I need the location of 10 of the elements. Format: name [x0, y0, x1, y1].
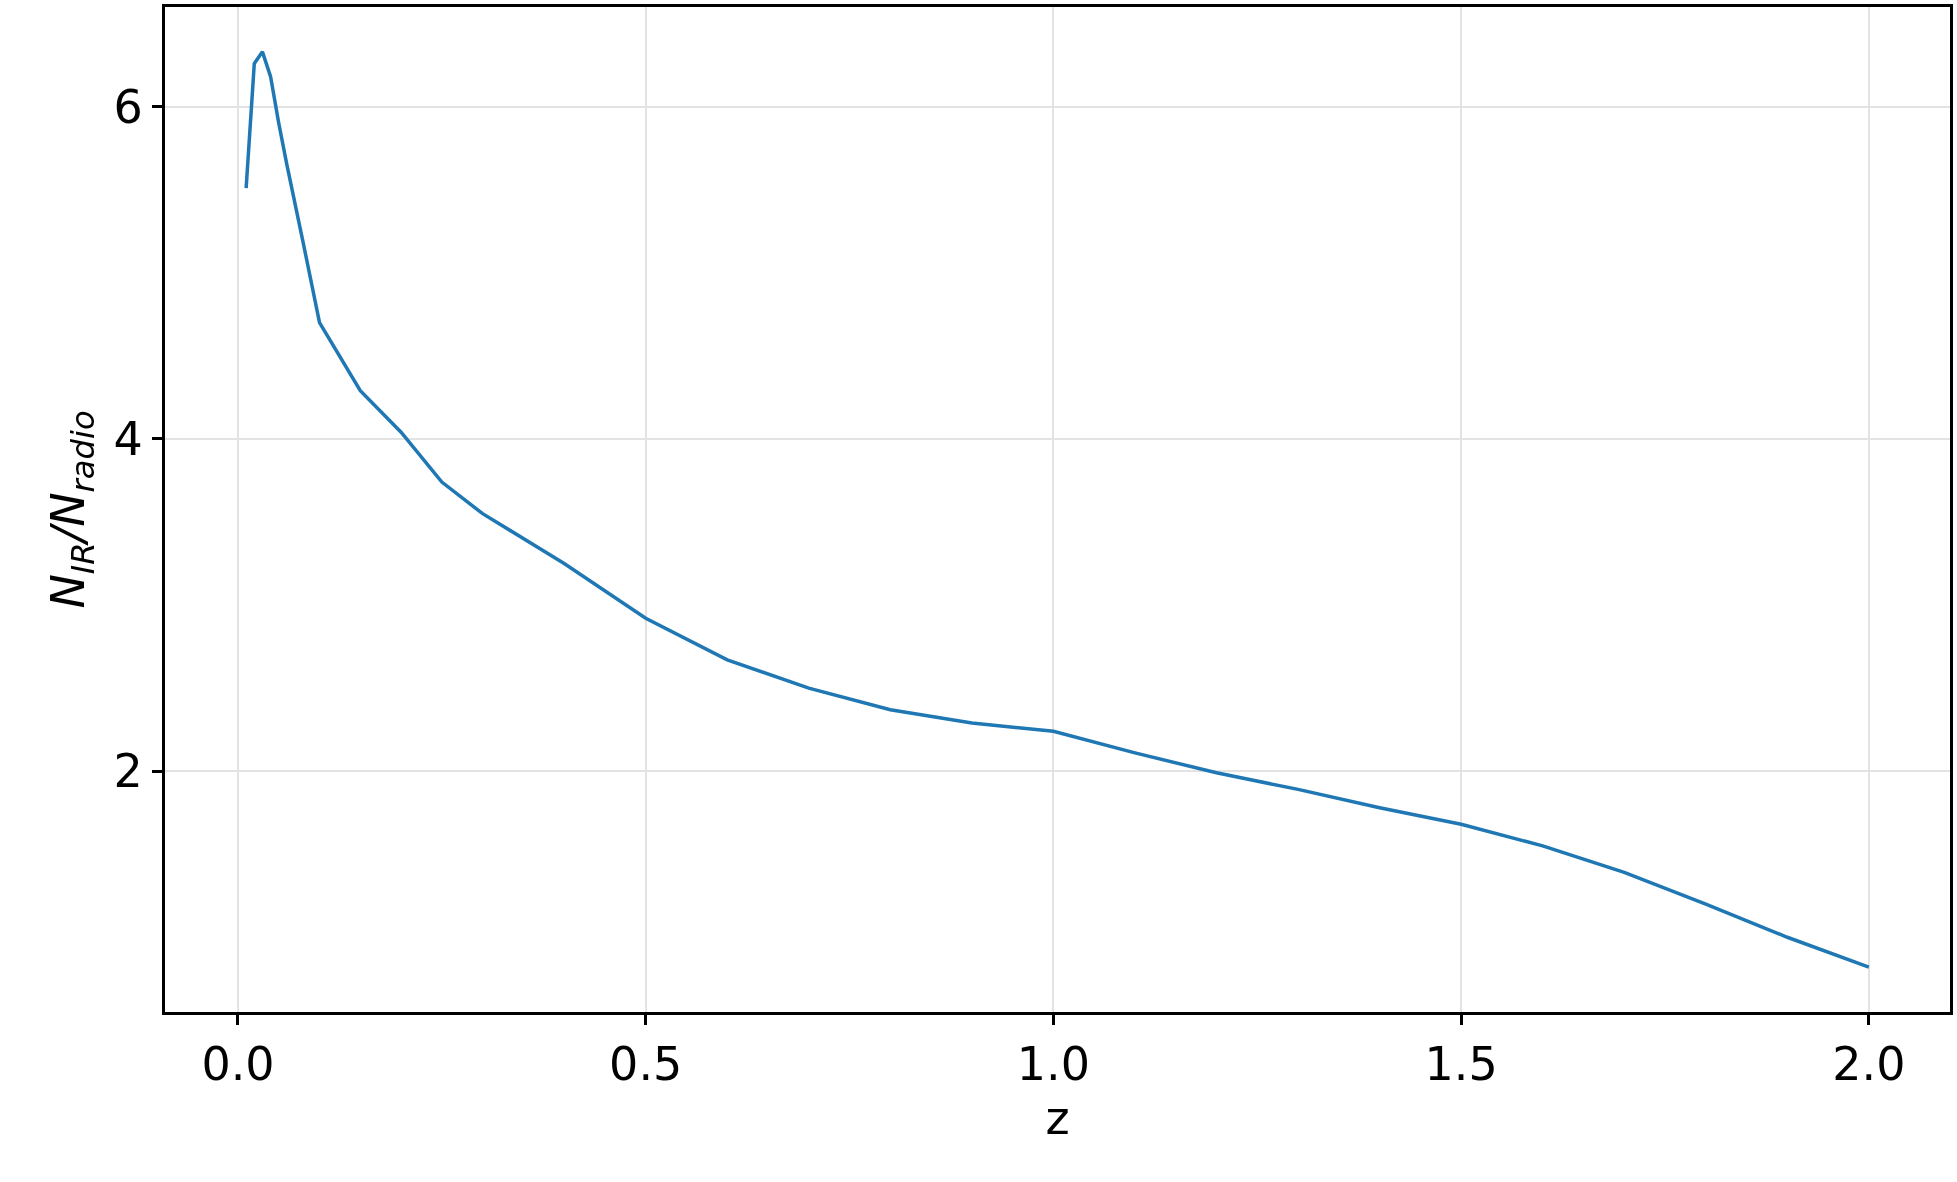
y-tick-label: 4 — [113, 412, 143, 466]
x-tick-label: 2.0 — [1832, 1037, 1906, 1092]
x-tick-label: 0.5 — [609, 1037, 683, 1092]
x-tick-label: 1.0 — [1016, 1037, 1090, 1092]
y-tick-label: 6 — [113, 79, 143, 134]
line-series — [244, 50, 1871, 969]
x-tick-label: 0.0 — [201, 1037, 275, 1092]
x-tick-label: 1.5 — [1424, 1037, 1498, 1092]
y-tick-label: 2 — [113, 744, 143, 799]
x-axis-title: z — [1045, 1091, 1070, 1146]
